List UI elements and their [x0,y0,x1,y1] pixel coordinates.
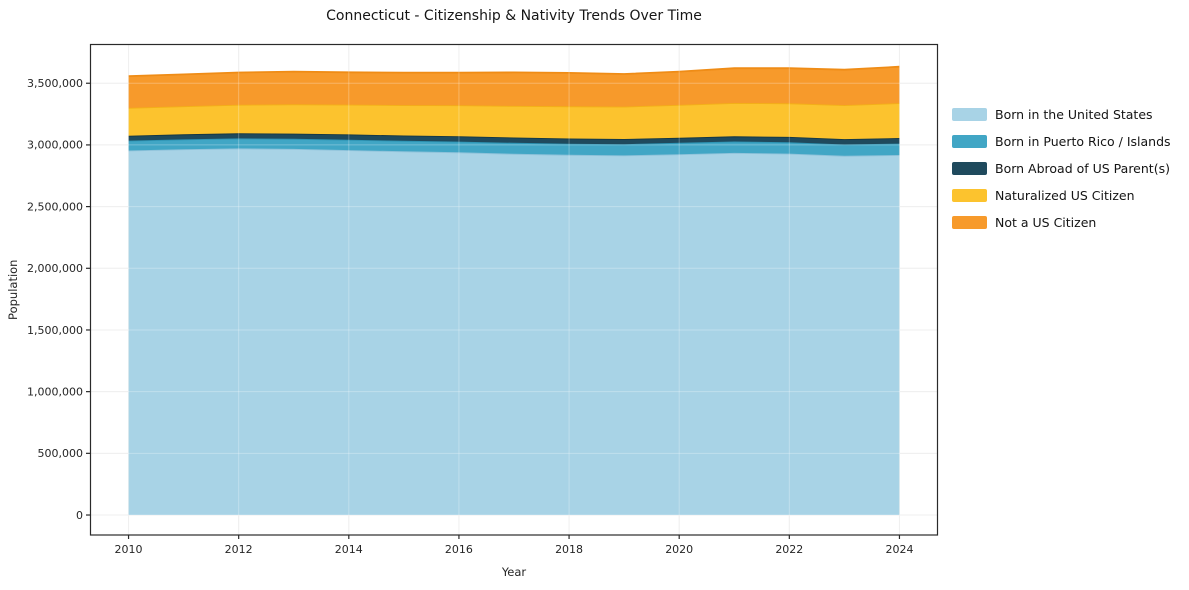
x-tick-label: 2022 [775,543,803,556]
legend-item: Not a US Citizen [952,209,1171,236]
plot-border [89,43,939,536]
y-tick-label: 2,500,000 [27,200,83,213]
legend-label: Born Abroad of US Parent(s) [995,161,1170,176]
x-axis-label: Year [501,565,527,579]
area-3 [128,133,900,145]
legend-item: Naturalized US Citizen [952,182,1171,209]
y-axis-label: Population [6,260,20,320]
area-top-line-5 [128,65,900,77]
legend-swatch [952,216,987,229]
y-tick-label: 500,000 [38,447,84,460]
legend-item: Born in the United States [952,101,1171,128]
y-tick-label: 0 [76,509,83,522]
legend: Born in the United States Born in Puerto … [952,101,1171,236]
legend-swatch [952,135,987,148]
chart-title: Connecticut - Citizenship & Nativity Tre… [326,8,702,24]
y-tick-label: 3,500,000 [27,77,83,90]
y-tick-label: 2,000,000 [27,262,83,275]
x-tick-label: 2024 [885,543,913,556]
x-tick-label: 2012 [225,543,253,556]
legend-swatch [952,108,987,121]
legend-label: Born in the United States [995,107,1153,122]
x-tick-label: 2016 [445,543,473,556]
legend-item: Born in Puerto Rico / Islands [952,128,1171,155]
x-tick-label: 2010 [115,543,143,556]
legend-label: Not a US Citizen [995,215,1097,230]
legend-swatch [952,162,987,175]
y-tick-label: 1,000,000 [27,385,83,398]
area-4 [128,103,900,140]
legend-item: Born Abroad of US Parent(s) [952,155,1171,182]
x-tick-label: 2020 [665,543,693,556]
legend-label: Naturalized US Citizen [995,188,1135,203]
x-tick-label: 2018 [555,543,583,556]
area-1 [128,148,900,515]
y-tick-label: 3,000,000 [27,139,83,152]
area-5 [128,66,900,108]
x-tick-label: 2014 [335,543,363,556]
legend-label: Born in Puerto Rico / Islands [995,134,1171,149]
y-tick-label: 1,500,000 [27,324,83,337]
legend-swatch [952,189,987,202]
